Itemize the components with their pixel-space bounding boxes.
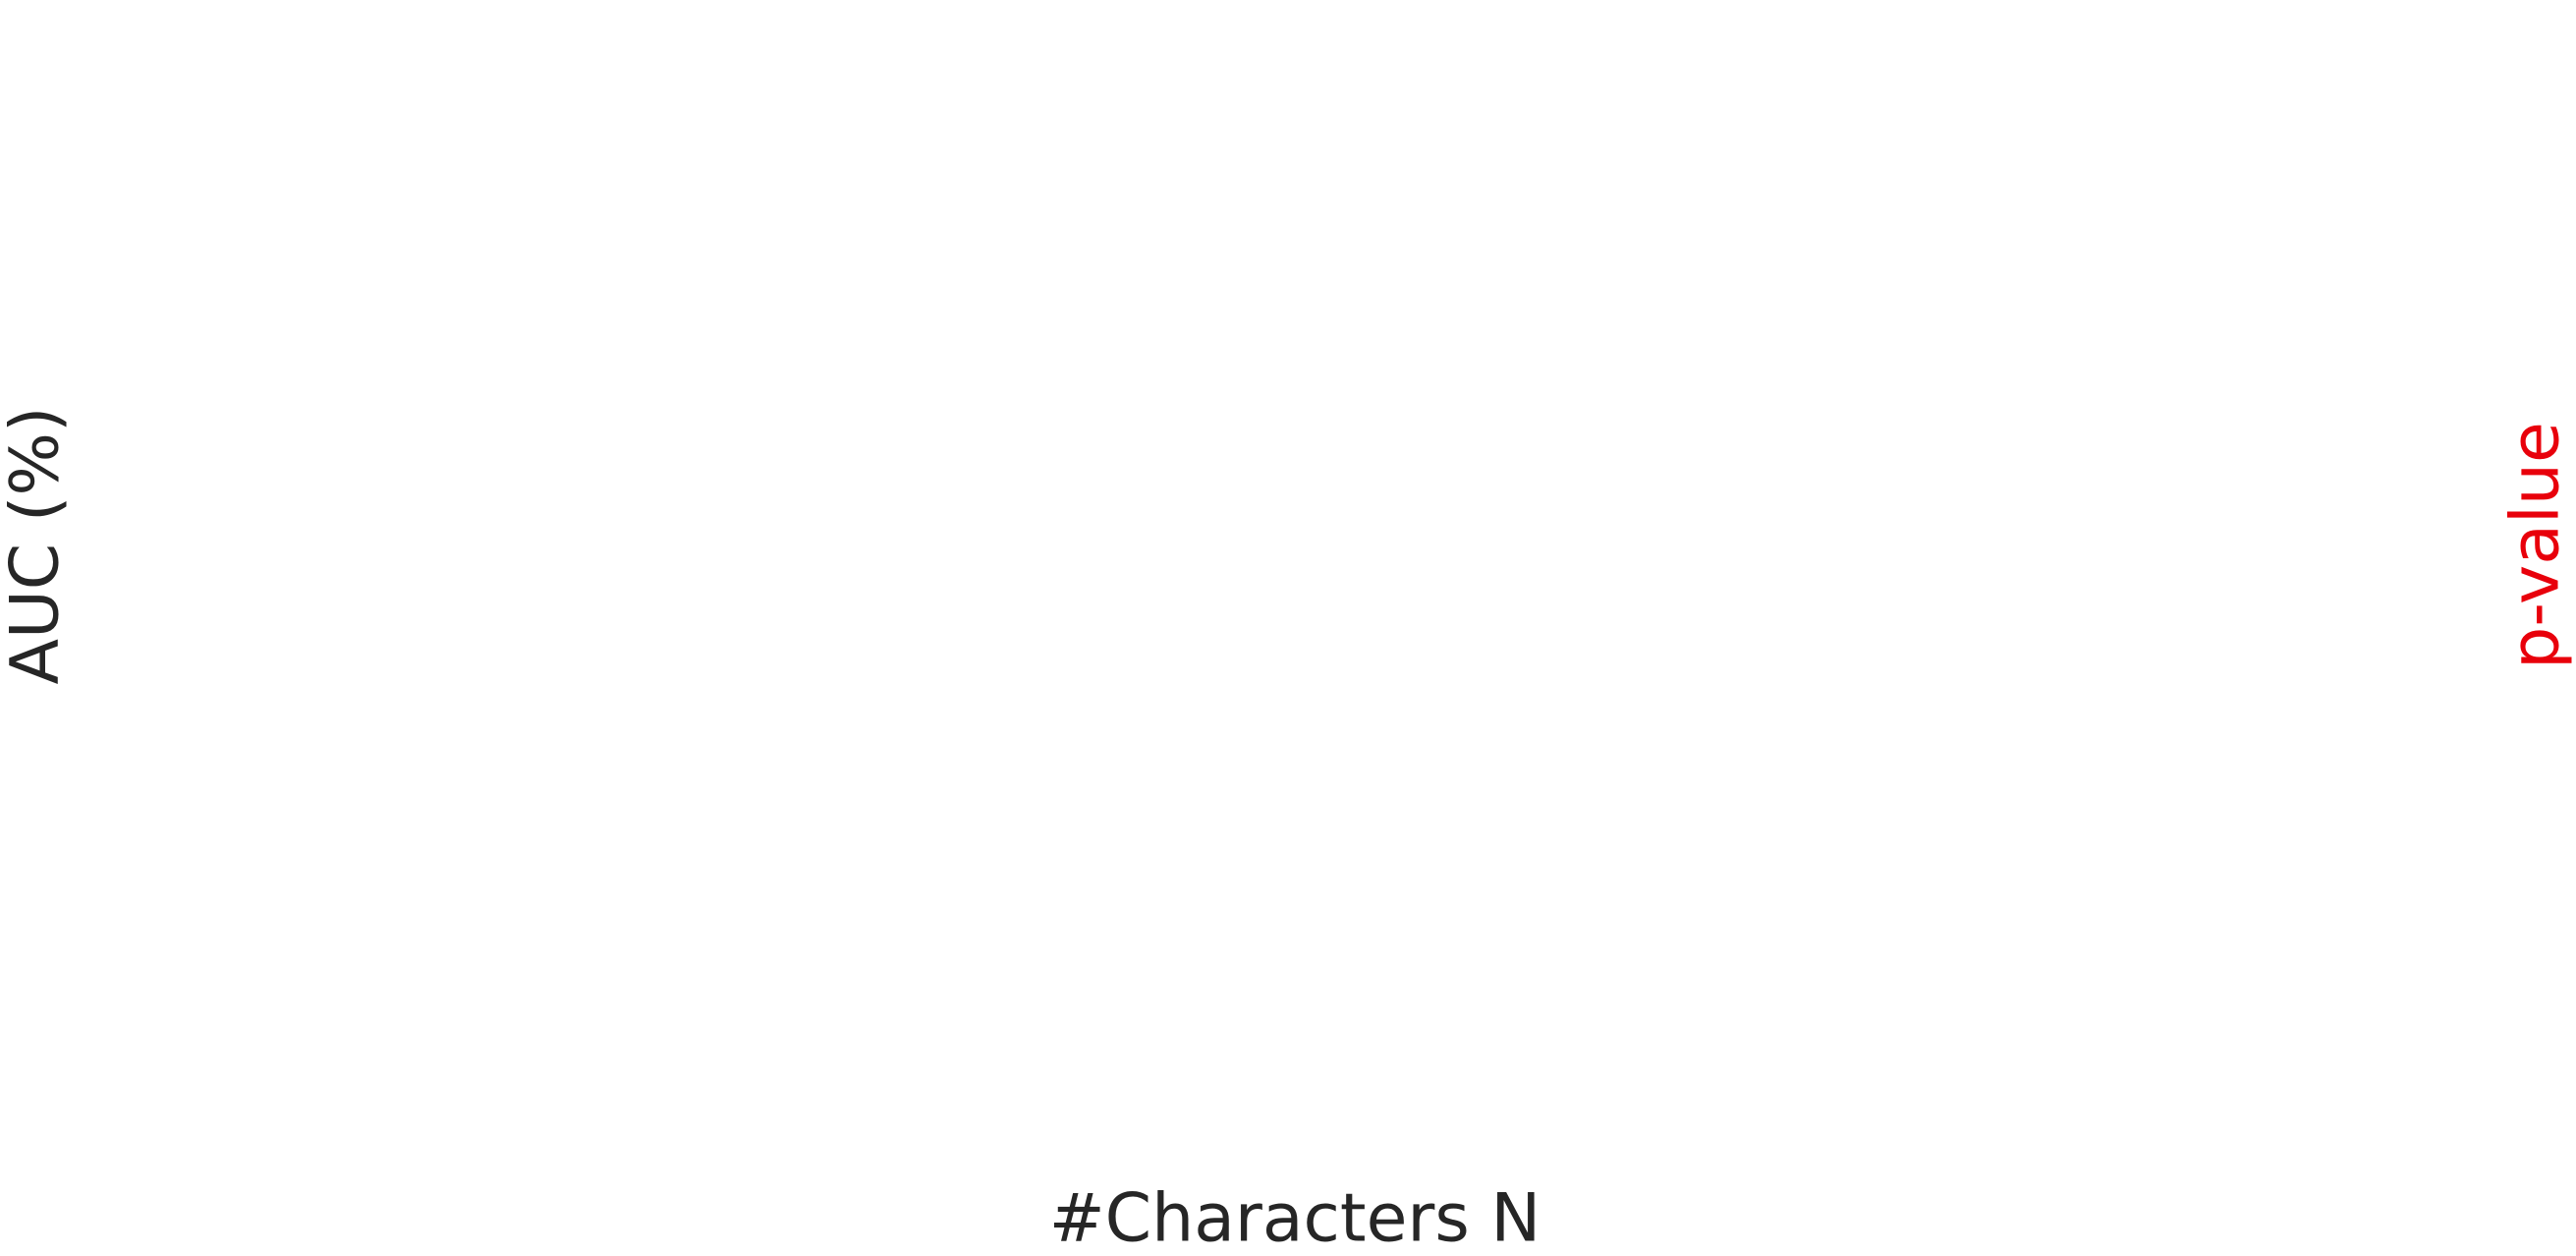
y-axis-label: AUC (%) [0, 406, 75, 684]
y2-axis-label: p-value [2497, 422, 2575, 669]
x-axis-label: #Characters N [1049, 1180, 1541, 1256]
